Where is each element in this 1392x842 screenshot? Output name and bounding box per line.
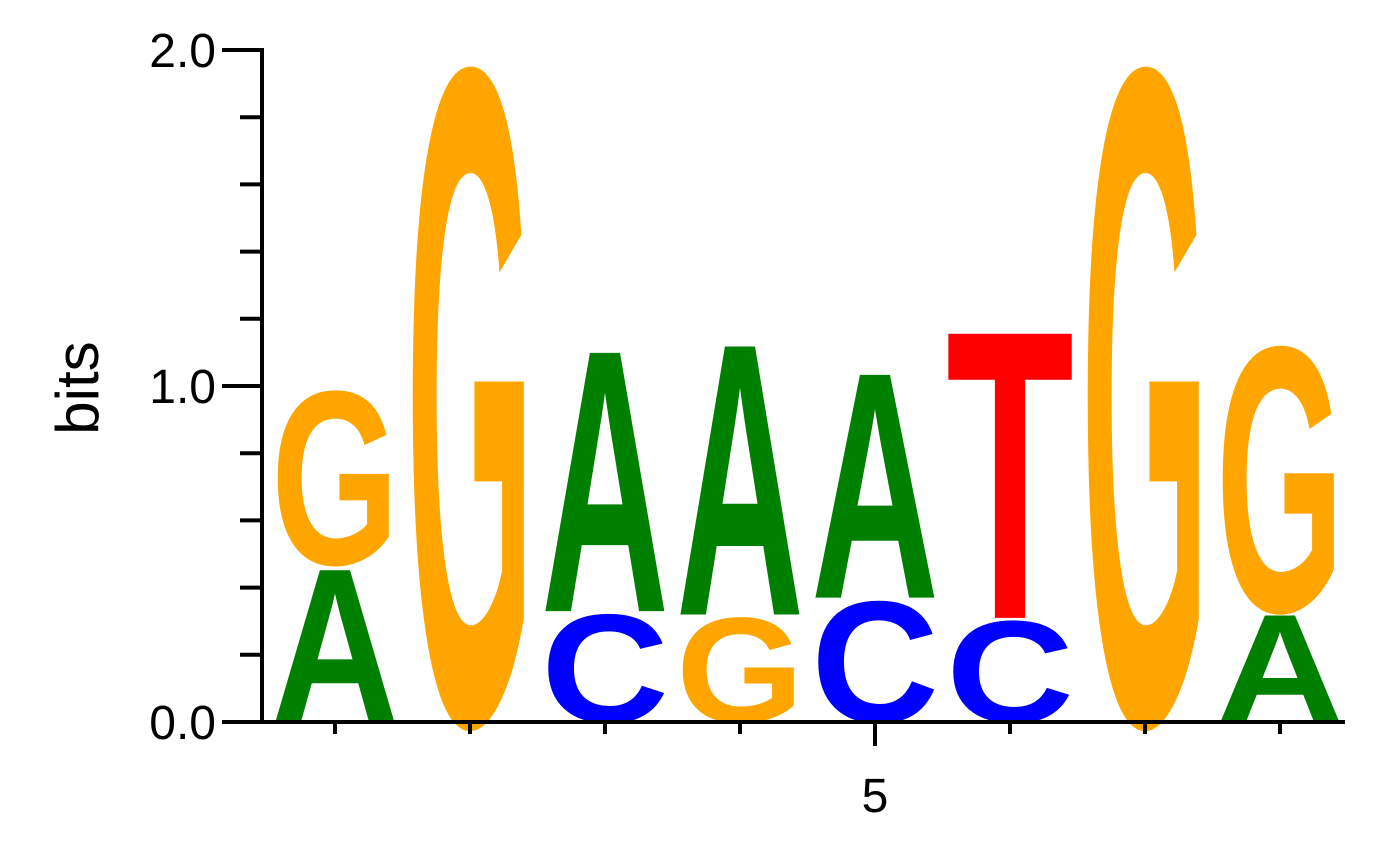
logo-letter-g-pos-1: G: [271, 339, 399, 617]
logo-letter-a-pos-4: A: [676, 263, 804, 698]
logo-letter-g-pos-7: G: [1081, 0, 1209, 842]
y-tick-label: 2.0: [149, 25, 216, 78]
x-tick-label: 5: [862, 770, 889, 823]
logo-letter-a-pos-3: A: [541, 272, 669, 691]
y-axis-title: bits: [44, 341, 111, 434]
y-tick-label: 0.0: [149, 697, 216, 750]
logo-letter-g-pos-8: G: [1216, 268, 1344, 692]
y-tick-label: 1.0: [149, 361, 216, 414]
logo-letter-t-pos-6: T: [946, 246, 1074, 706]
logo-letter-g-pos-2: G: [406, 0, 534, 842]
logo-letter-a-pos-5: A: [811, 306, 939, 667]
chart-axes: bits 0.0 1.0 2.0 5: [44, 25, 1345, 823]
